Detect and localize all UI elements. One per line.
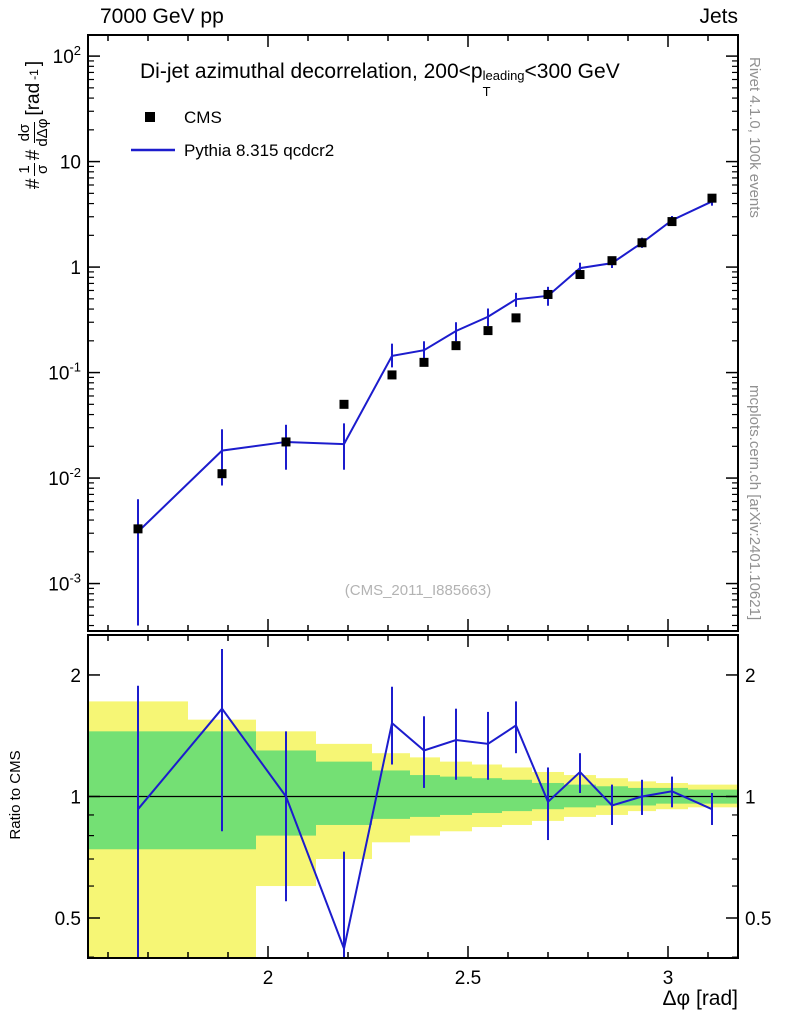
svg-text:0.5: 0.5 xyxy=(55,909,81,930)
svg-text:10-2: 10-2 xyxy=(48,465,81,490)
svg-text:1: 1 xyxy=(745,787,756,808)
pt-leading-supsub: leading T xyxy=(482,67,525,99)
plot-title-range: <300 GeV xyxy=(524,60,620,83)
beam-energy-label: 7000 GeV pp xyxy=(100,5,224,28)
main-y-axis-label: #1 σ # dσ dΔφ [rad -1] xyxy=(13,20,55,230)
analysis-id-watermark: (CMS_2011_I885663) xyxy=(344,582,492,599)
unit-close: ] xyxy=(23,60,44,67)
rivet-version-note: Rivet 4.1.0, 100k events xyxy=(746,57,763,218)
unit-open: [rad xyxy=(23,82,44,116)
mcplots-arxiv-note: mcplots.cern.ch [arXiv:2401.10621] xyxy=(746,385,763,621)
plot-title-text: Di-jet azimuthal decorrelation, 200<p xyxy=(140,60,483,83)
plot-title: Di-jet azimuthal decorrelation, 200<p lea… xyxy=(140,60,620,98)
analysis-topic-label: Jets xyxy=(699,5,738,28)
svg-text:2: 2 xyxy=(70,666,81,687)
dsigma-dphi-fraction: dσ dΔφ xyxy=(16,118,51,147)
svg-text:1: 1 xyxy=(70,787,81,808)
pt-subscript: T xyxy=(482,83,491,99)
svg-text:Pythia 8.315 qcdcr2: Pythia 8.315 qcdcr2 xyxy=(184,141,334,160)
pt-superscript: leading xyxy=(482,67,525,83)
svg-text:2: 2 xyxy=(745,666,756,687)
x-axis-label: Δφ [rad] xyxy=(662,987,739,1010)
svg-text:10: 10 xyxy=(60,153,81,174)
svg-text:102: 102 xyxy=(53,43,81,68)
ratio-y-axis-label: Ratio to CMS xyxy=(7,750,24,840)
svg-text:2.5: 2.5 xyxy=(455,968,481,989)
svg-text:1: 1 xyxy=(70,258,81,279)
svg-text:CMS: CMS xyxy=(184,108,222,127)
svg-text:2: 2 xyxy=(263,968,274,989)
svg-text:3: 3 xyxy=(663,968,674,989)
svg-text:0.5: 0.5 xyxy=(745,909,771,930)
hash-glyph-2: # xyxy=(23,149,44,161)
unit-exponent: -1 xyxy=(27,69,41,80)
svg-text:10-1: 10-1 xyxy=(48,360,81,385)
svg-text:10-3: 10-3 xyxy=(48,571,81,596)
hash-glyph-1: # xyxy=(23,178,44,190)
